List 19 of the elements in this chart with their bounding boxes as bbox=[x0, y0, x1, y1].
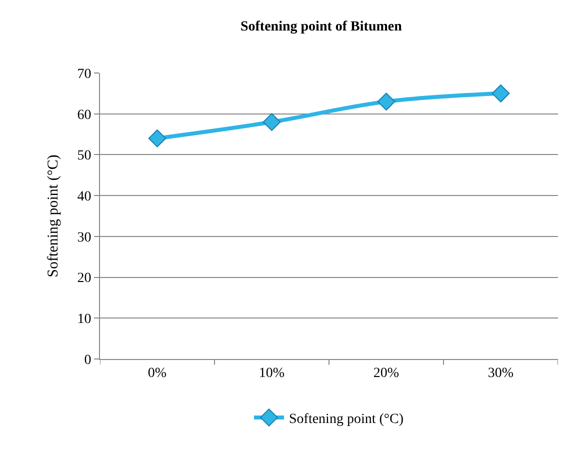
chart-title: Softening point of Bitumen bbox=[240, 20, 402, 35]
point bbox=[148, 129, 166, 148]
y-tick-label: 30 bbox=[77, 230, 92, 246]
x-tick-label: 20% bbox=[373, 366, 400, 381]
y-axis-title: Softening point (°C) bbox=[45, 154, 62, 278]
y-tick-label: 50 bbox=[77, 148, 92, 164]
y-tick-label: 0 bbox=[84, 352, 92, 368]
x-tick-label: 10% bbox=[258, 366, 285, 381]
x-tick-label: 0% bbox=[148, 366, 167, 381]
y-tick-label: 60 bbox=[77, 108, 92, 123]
y-tick-label: 10 bbox=[77, 312, 92, 328]
y-tick-label: 40 bbox=[77, 189, 92, 204]
point bbox=[262, 113, 281, 131]
y-tick-label: 20 bbox=[77, 271, 92, 286]
x-tick-label: 30% bbox=[488, 366, 514, 381]
point bbox=[377, 92, 396, 111]
y-tick-label: 70 bbox=[77, 66, 92, 82]
legend-label: Softening point (°C) bbox=[289, 412, 404, 427]
point bbox=[492, 84, 510, 102]
